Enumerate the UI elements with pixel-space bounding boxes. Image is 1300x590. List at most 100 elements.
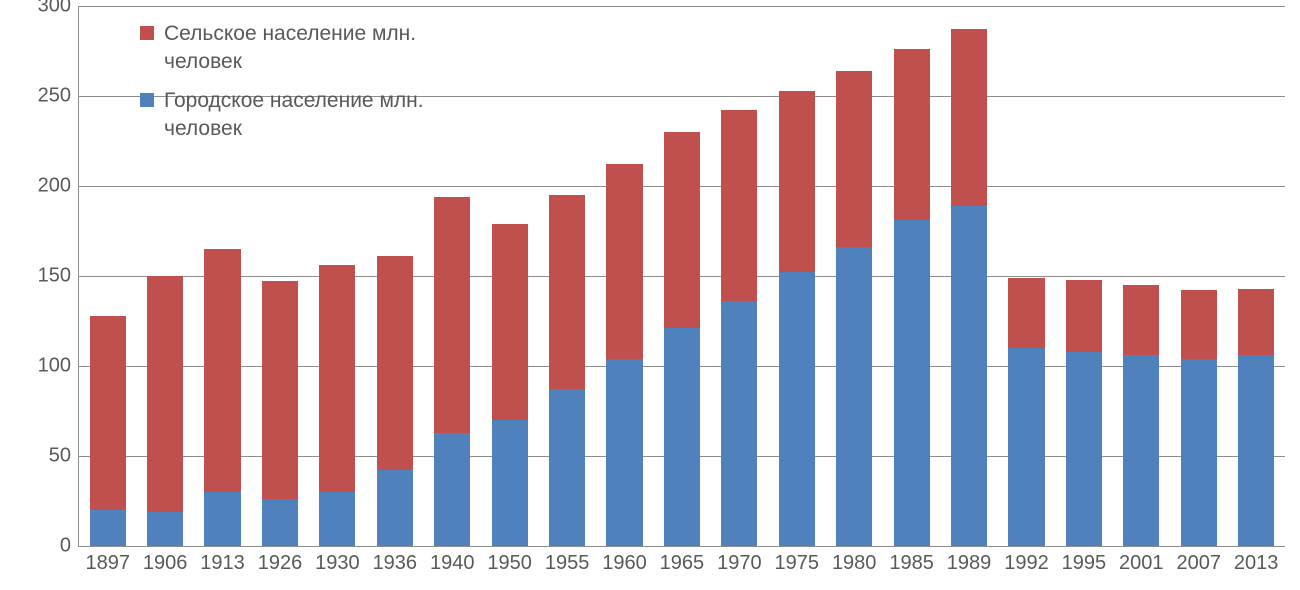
bar-segment-urban xyxy=(779,272,815,546)
y-tick-label: 50 xyxy=(49,445,79,468)
bar xyxy=(90,316,126,546)
bar-column: 1989 xyxy=(940,6,997,546)
bar-segment-urban xyxy=(1066,352,1102,546)
y-tick-label: 200 xyxy=(38,175,79,198)
bar-column: 1965 xyxy=(653,6,710,546)
x-tick-label: 1975 xyxy=(775,552,820,575)
bar xyxy=(721,110,757,546)
x-tick-label: 1936 xyxy=(373,552,418,575)
bar-segment-rural xyxy=(951,29,987,205)
x-tick-label: 2001 xyxy=(1119,552,1164,575)
bar xyxy=(434,197,470,546)
bar xyxy=(1181,290,1217,546)
legend-swatch xyxy=(140,93,154,107)
bar-segment-urban xyxy=(1123,355,1159,546)
bar-segment-urban xyxy=(606,359,642,546)
bar-segment-urban xyxy=(147,512,183,546)
bar xyxy=(1008,278,1044,546)
bar-segment-rural xyxy=(262,281,298,499)
x-tick-label: 2013 xyxy=(1234,552,1279,575)
bar-column: 1980 xyxy=(825,6,882,546)
x-tick-label: 1989 xyxy=(947,552,992,575)
bar-segment-urban xyxy=(377,470,413,546)
x-tick-label: 1897 xyxy=(85,552,130,575)
bar-segment-rural xyxy=(836,71,872,247)
y-tick-label: 100 xyxy=(38,355,79,378)
bar-segment-rural xyxy=(1008,278,1044,348)
x-tick-label: 1985 xyxy=(889,552,934,575)
bar-segment-rural xyxy=(492,224,528,420)
legend: Сельское население млн. человек Городское… xyxy=(140,20,444,153)
bar-segment-urban xyxy=(1008,348,1044,546)
bar-segment-urban xyxy=(664,328,700,546)
bar xyxy=(606,164,642,546)
bar-segment-rural xyxy=(204,249,240,492)
population-chart: 1897190619131926193019361940195019551960… xyxy=(0,0,1300,590)
bar-segment-urban xyxy=(492,420,528,546)
bar xyxy=(147,276,183,546)
bar-segment-urban xyxy=(90,510,126,546)
bar-segment-rural xyxy=(1123,285,1159,355)
x-tick-label: 1926 xyxy=(258,552,303,575)
bar-segment-urban xyxy=(721,301,757,546)
bar xyxy=(1123,285,1159,546)
x-tick-label: 1960 xyxy=(602,552,647,575)
x-tick-label: 1970 xyxy=(717,552,762,575)
bar-column: 1950 xyxy=(481,6,538,546)
bar-segment-urban xyxy=(951,206,987,546)
bar xyxy=(319,265,355,546)
bar-segment-urban xyxy=(1181,359,1217,546)
bar-segment-rural xyxy=(1181,290,1217,358)
bar xyxy=(1066,280,1102,546)
bar xyxy=(779,91,815,546)
bar-segment-urban xyxy=(319,492,355,546)
legend-swatch xyxy=(140,26,154,40)
bar-segment-urban xyxy=(1238,355,1274,546)
bar-column: 1995 xyxy=(1055,6,1112,546)
bar-segment-rural xyxy=(1066,280,1102,352)
bar-segment-urban xyxy=(894,220,930,546)
bar-segment-urban xyxy=(204,492,240,546)
bar-segment-rural xyxy=(377,256,413,470)
bar-column: 1955 xyxy=(538,6,595,546)
bar-segment-urban xyxy=(434,433,470,546)
bar-column: 1975 xyxy=(768,6,825,546)
bar-column: 2013 xyxy=(1227,6,1284,546)
bar-column: 1992 xyxy=(998,6,1055,546)
bar xyxy=(894,49,930,546)
bar xyxy=(492,224,528,546)
x-tick-label: 1992 xyxy=(1004,552,1049,575)
bar-column: 1970 xyxy=(711,6,768,546)
legend-label: Сельское население млн. человек xyxy=(164,20,444,77)
x-tick-label: 1980 xyxy=(832,552,877,575)
bar-segment-rural xyxy=(664,132,700,328)
bar xyxy=(377,256,413,546)
bar-segment-rural xyxy=(434,197,470,433)
bar-segment-rural xyxy=(549,195,585,389)
legend-label: Городское население млн. человек xyxy=(164,87,444,144)
y-tick-label: 150 xyxy=(38,265,79,288)
x-tick-label: 1940 xyxy=(430,552,475,575)
bar-segment-rural xyxy=(90,316,126,510)
x-tick-label: 1965 xyxy=(660,552,705,575)
bar xyxy=(951,29,987,546)
x-tick-label: 2007 xyxy=(1176,552,1221,575)
bar-segment-rural xyxy=(779,91,815,273)
bar-segment-rural xyxy=(894,49,930,220)
x-tick-label: 1913 xyxy=(200,552,245,575)
bar xyxy=(1238,289,1274,546)
bar xyxy=(664,132,700,546)
x-tick-label: 1906 xyxy=(143,552,188,575)
bar xyxy=(262,281,298,546)
legend-item-rural: Сельское население млн. человек xyxy=(140,20,444,77)
bar-column: 1960 xyxy=(596,6,653,546)
y-tick-label: 0 xyxy=(60,535,79,558)
bar-column: 2001 xyxy=(1113,6,1170,546)
bar-segment-urban xyxy=(836,247,872,546)
bar-segment-rural xyxy=(606,164,642,358)
legend-item-urban: Городское население млн. человек xyxy=(140,87,444,144)
bar-segment-urban xyxy=(549,389,585,546)
bar-segment-rural xyxy=(319,265,355,492)
x-tick-label: 1950 xyxy=(487,552,532,575)
x-tick-label: 1930 xyxy=(315,552,360,575)
